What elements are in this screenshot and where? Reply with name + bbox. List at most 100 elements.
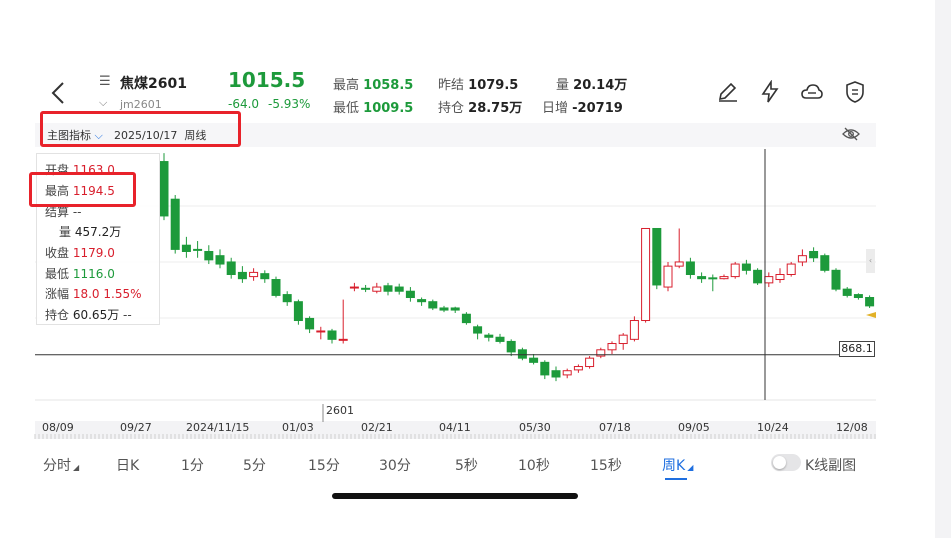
candle-body	[741, 263, 751, 271]
pen-icon[interactable]	[716, 80, 740, 104]
candle-body	[820, 255, 830, 271]
tab-label: 15秒	[590, 458, 622, 474]
last-price: 1015.5	[228, 68, 306, 92]
tab-4[interactable]: 5分	[243, 455, 266, 475]
candle-body	[159, 161, 169, 217]
candle-body	[809, 250, 819, 259]
x-axis-label: 09/05	[678, 421, 710, 434]
candle-body	[215, 255, 225, 265]
instrument-code: jm2601	[120, 98, 162, 111]
candle-body	[573, 366, 583, 371]
candle-body	[293, 301, 303, 322]
stat-prev-settle: 昨结 1079.5	[438, 78, 519, 93]
candle-body	[305, 317, 315, 330]
candle-body	[607, 343, 617, 351]
candle-body	[495, 336, 505, 342]
chevron-down-icon[interactable]: ⌵	[99, 96, 108, 109]
lightning-icon[interactable]	[758, 80, 782, 104]
candle-body	[753, 269, 763, 284]
candle-body	[417, 299, 427, 303]
tab-3[interactable]: 1分	[181, 455, 204, 475]
back-arrow-icon[interactable]	[46, 80, 72, 106]
tab-10[interactable]: 周K ◢	[662, 455, 693, 475]
candle-body	[730, 263, 740, 278]
indicator-date: 2025/10/17 周线	[114, 129, 207, 142]
stat-high: 最高 1058.5	[333, 78, 414, 93]
tab-label: 5分	[243, 458, 266, 474]
candle-body	[764, 276, 774, 284]
candle-body	[428, 301, 438, 309]
candle-body	[618, 334, 628, 345]
tab-label: 15分	[308, 458, 340, 474]
candle-body	[596, 349, 606, 357]
kline-subchart-label: K线副图	[805, 458, 857, 474]
candle-body	[361, 287, 371, 290]
instrument-name[interactable]: 焦煤2601	[120, 76, 187, 92]
tab-label: 分时	[43, 458, 71, 474]
side-panel-handle[interactable]: ‹	[866, 249, 875, 273]
shield-icon[interactable]	[843, 80, 867, 104]
candle-body	[708, 277, 718, 280]
tab-2[interactable]: 日K	[116, 455, 139, 475]
tab-9[interactable]: 15秒	[590, 455, 622, 475]
info-low: 最低 1116.0	[45, 267, 115, 281]
highlight-box-indicator	[40, 111, 241, 147]
tab-label: 周K	[662, 458, 686, 474]
stat-volume: 量 20.14万	[556, 78, 628, 93]
candle-body	[450, 307, 460, 311]
tab-label: 30分	[379, 458, 411, 474]
candle-body	[652, 227, 662, 286]
candle-body	[461, 313, 471, 324]
main-indicator-selector[interactable]: 主图指标 ⌵	[47, 129, 103, 142]
candle-body	[193, 248, 203, 251]
stat-open-interest: 持仓 28.75万	[438, 101, 523, 116]
tab-5[interactable]: 15分	[308, 455, 340, 475]
x-axis-label: 2024/11/15	[186, 421, 250, 434]
candle-body	[405, 290, 415, 299]
candle-body	[551, 370, 561, 378]
tab-7[interactable]: 5秒	[455, 455, 478, 475]
stat-low: 最低 1009.5	[333, 101, 414, 116]
price-line-tag: 868.1	[839, 341, 875, 357]
x-axis-label: 10/24	[757, 421, 789, 434]
right-edge-strip	[935, 0, 951, 538]
chevron-down-icon: ⌵	[91, 129, 103, 142]
x-axis-label: 02/21	[361, 421, 393, 434]
eye-hidden-icon[interactable]	[842, 127, 860, 141]
highlight-box-high	[29, 172, 136, 207]
candle-body	[831, 269, 841, 290]
x-axis-label: 12/08	[836, 421, 868, 434]
menu-icon[interactable]: ☰	[99, 74, 111, 89]
candle-body	[181, 244, 191, 252]
cloud-icon[interactable]	[800, 80, 824, 104]
tab-label: 1分	[181, 458, 204, 474]
corner-triangle-icon: ◢	[73, 463, 80, 472]
candle-body	[372, 286, 382, 292]
active-tab-indicator	[665, 478, 687, 480]
candle-body	[506, 340, 516, 353]
candle-body	[439, 307, 449, 311]
candle-body	[260, 273, 270, 280]
candle-body	[697, 276, 707, 280]
candle-body	[170, 198, 180, 250]
candle-body	[641, 227, 651, 322]
candle-body	[540, 361, 550, 376]
tab-6[interactable]: 30分	[379, 455, 411, 475]
candle-body	[585, 357, 595, 368]
candle-body	[473, 326, 483, 334]
last-price-marker	[866, 312, 876, 318]
candle-body	[786, 263, 796, 275]
x-axis-band	[35, 421, 876, 439]
candle-body	[204, 250, 214, 261]
stat-daily-add: 日增 -20719	[542, 101, 623, 116]
x-axis-label: 08/09	[42, 421, 74, 434]
tab-1[interactable]: 分时 ◢	[43, 455, 79, 475]
tab-8[interactable]: 10秒	[518, 455, 550, 475]
home-indicator	[332, 493, 578, 499]
x-axis-label: 07/18	[599, 421, 631, 434]
x-axis-label: 01/03	[282, 421, 314, 434]
tab-label: 10秒	[518, 458, 550, 474]
candle-body	[853, 294, 863, 299]
candle-body	[394, 286, 404, 292]
